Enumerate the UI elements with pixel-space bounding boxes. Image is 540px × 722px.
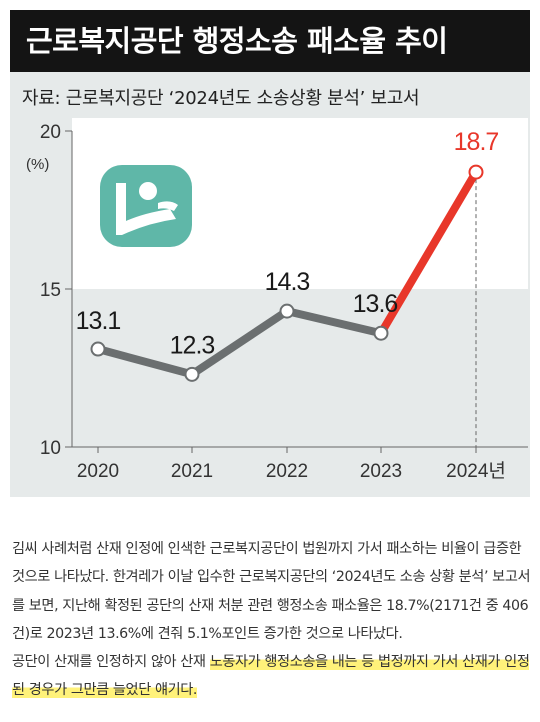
chart-figure: 근로복지공단 행정소송 패소율 추이 자료: 근로복지공단 ‘2024년도 소송…	[10, 10, 530, 497]
article-paragraph: 공단이 산재를 인정하지 않아 산재 노동자가 행정소송을 내는 등 법정까지 …	[12, 648, 532, 705]
data-point	[373, 325, 389, 341]
y-tick-label: 15	[40, 280, 61, 301]
chart-title: 근로복지공단 행정소송 패소율 추이	[10, 10, 530, 72]
series-line-segment	[188, 307, 291, 379]
data-point	[90, 341, 106, 357]
x-tick-label: 2022	[266, 461, 308, 482]
y-tick-label: 20	[40, 122, 61, 143]
series-line-segment	[283, 307, 385, 338]
data-point	[279, 303, 295, 319]
data-point	[468, 164, 484, 180]
x-tick-label: 2024년	[446, 460, 506, 482]
article-text: 공단이 산재를 인정하지 않아 산재	[12, 654, 210, 671]
data-label: 12.3	[170, 331, 215, 359]
x-tick-label: 2021	[171, 461, 213, 482]
data-label: 18.7	[454, 128, 499, 156]
x-tick-label: 2023	[360, 461, 402, 482]
data-label: 13.1	[76, 307, 121, 335]
line-chart: 10 15 20 (%) 2020 2021 2022 2023 2024년 13.1 12.3 14…	[26, 118, 528, 482]
chart-source: 자료: 근로복지공단 ‘2024년도 소송상황 분석’ 보고서	[22, 88, 420, 109]
series-line-segment	[94, 345, 196, 379]
y-tick-label: 10	[40, 438, 61, 459]
data-label: 13.6	[353, 290, 398, 318]
y-unit-label: (%)	[26, 156, 49, 173]
article-paragraph: 김씨 사례처럼 산재 인정에 인색한 근로복지공단이 법원까지 가서 패소하는 …	[12, 541, 531, 642]
comwel-logo-icon	[100, 165, 192, 247]
data-point	[184, 366, 200, 382]
series-line-highlight	[377, 168, 480, 338]
x-tick-label: 2020	[77, 461, 119, 482]
data-label: 14.3	[265, 268, 310, 296]
article-body: 김씨 사례처럼 산재 인정에 인색한 근로복지공단이 법원까지 가서 패소하는 …	[12, 535, 532, 705]
